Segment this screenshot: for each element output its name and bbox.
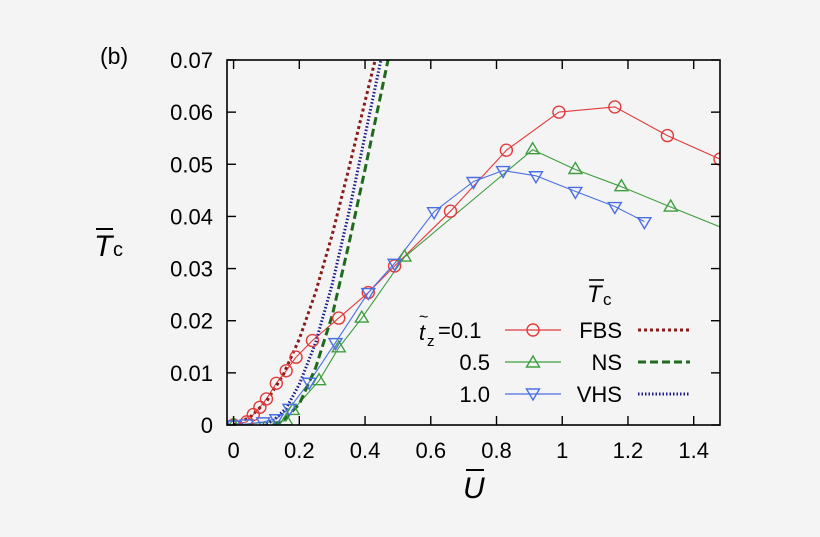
x-axis-label: U [463, 469, 485, 505]
data-point-ns [524, 141, 541, 155]
data-point-vhs [528, 171, 544, 185]
legend-series-label: VHS [577, 382, 622, 407]
x-tick-label: 0.6 [415, 438, 446, 463]
data-point-fbs [660, 128, 675, 143]
plot-frame [226, 59, 721, 426]
marker-layer [227, 100, 720, 425]
data-point-vhs [636, 216, 653, 231]
y-tick-label: 0.03 [170, 257, 213, 282]
data-point-vhs [567, 186, 584, 200]
y-tick-label: 0.06 [170, 100, 213, 125]
x-tick-label: 1.4 [678, 438, 709, 463]
data-point-ns [567, 161, 584, 175]
y-tick-label: 0.07 [170, 48, 213, 73]
legend-param-prefix: t [419, 320, 426, 345]
theory-line-vhs [262, 60, 383, 425]
y-tick-label: 0 [201, 413, 213, 438]
data-point-vhs [238, 419, 255, 425]
x-tick-label: 0.2 [284, 438, 315, 463]
data-point-fbs [499, 143, 514, 157]
legend-header: T c [587, 279, 612, 309]
y-axis-label: T c [94, 228, 123, 263]
data-point-vhs [255, 417, 271, 425]
legend-param-tilde: ~ [419, 309, 428, 326]
legend-header-sub: c [603, 290, 612, 309]
data-point-ns [613, 178, 630, 192]
series-line-vhs [233, 169, 645, 425]
legend-sample-marker [525, 354, 541, 368]
data-point-fbs [253, 400, 267, 414]
legend-series-label: NS [591, 350, 622, 375]
legend-row-1: 0.5 NS [459, 350, 690, 375]
data-point-fbs [289, 350, 303, 364]
y-tick-label: 0.05 [170, 152, 213, 177]
legend-row-0: t ~ z =0.1 FBS [419, 309, 690, 350]
data-point-vhs [281, 403, 298, 417]
data-point-fbs [713, 152, 720, 166]
data-point-ns [662, 198, 679, 212]
data-point-fbs [552, 105, 566, 119]
ticks-layer: 0 0.01 0.02 0.03 0.04 0.05 0.06 0.07 0 0.2 0.4 0.6 0… [170, 48, 720, 463]
data-point-vhs [607, 201, 623, 215]
data-point-vhs [301, 377, 317, 391]
x-tick-label: 0.4 [350, 438, 381, 463]
data-point-fbs [305, 333, 320, 348]
legend-sample-marker [525, 388, 541, 402]
data-point-fbs [269, 376, 283, 390]
legend-param-value: 1.0 [459, 382, 490, 407]
series-line-fbs [233, 106, 720, 425]
y-tick-label: 0.04 [170, 204, 213, 229]
data-point-vhs [426, 207, 442, 221]
data-point-vhs [465, 176, 482, 190]
data-point-ns [285, 402, 301, 416]
legend-param-value: =0.1 [438, 318, 481, 343]
y-axis-label-main: T [94, 230, 115, 263]
legend-sample-marker [526, 323, 540, 337]
theory-line-fbs [232, 60, 377, 425]
data-point-vhs [268, 414, 285, 425]
legend-series-label: FBS [579, 318, 622, 343]
legend-param-sub: z [427, 333, 435, 350]
data-point-ns [396, 248, 413, 262]
x-tick-label: 1 [556, 438, 568, 463]
legend-header-main: T [587, 281, 604, 308]
data-point-vhs [360, 287, 377, 301]
panel-label: (b) [100, 43, 128, 69]
legend-param-value: 0.5 [459, 350, 490, 375]
data-point-ns [354, 309, 370, 323]
data-point-fbs [608, 100, 622, 114]
x-tick-label: 0.8 [481, 438, 512, 463]
data-point-vhs [495, 165, 511, 179]
x-axis-label-main: U [463, 472, 485, 505]
x-tick-label: 1.2 [613, 438, 644, 463]
x-tick-label: 0 [227, 438, 239, 463]
y-tick-label: 0.01 [170, 361, 213, 386]
theory-line-ns [272, 60, 390, 425]
data-point-fbs [332, 311, 346, 325]
data-point-vhs [327, 337, 344, 351]
data-point-ns [228, 416, 239, 425]
data-point-ns [331, 339, 347, 353]
data-point-fbs [279, 364, 293, 378]
legend-row-2: 1.0 VHS [459, 382, 690, 407]
data-point-fbs [443, 204, 458, 218]
legend: T c t ~ z =0.1 FBS 0.5 NS 1.0 VHS [419, 279, 690, 407]
data-point-fbs [259, 392, 274, 406]
y-axis-label-sub: c [113, 239, 123, 261]
y-tick-label: 0.02 [170, 309, 213, 334]
data-point-vhs [386, 258, 403, 272]
